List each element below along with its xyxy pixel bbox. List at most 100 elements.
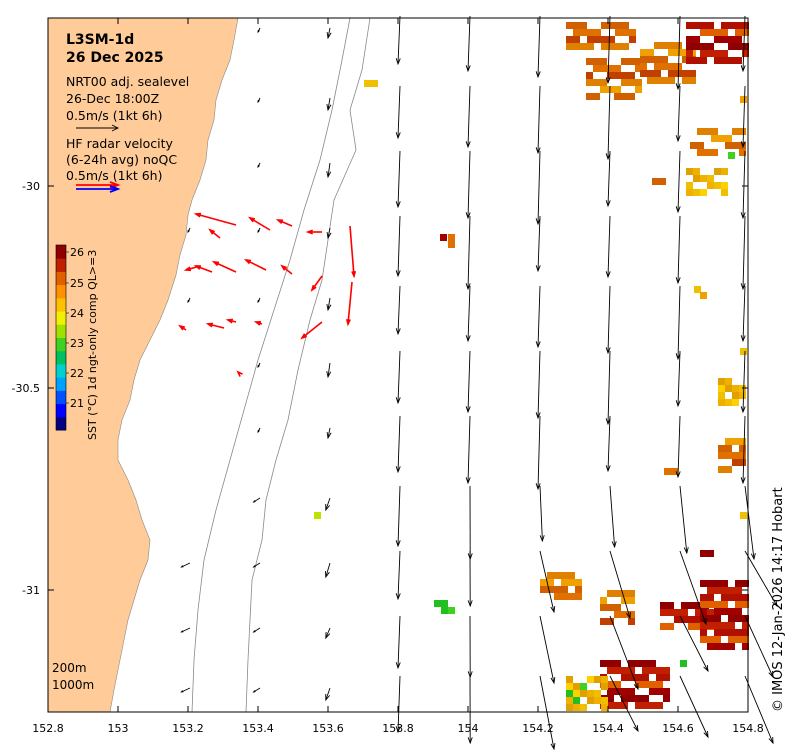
x-tick-label: 153.4 — [242, 722, 274, 735]
model-velocity-arrow — [535, 215, 541, 273]
sst-pixel — [608, 36, 615, 43]
sst-pixel — [693, 57, 700, 64]
sst-pixel — [735, 587, 742, 594]
sst-pixel — [614, 604, 621, 611]
sst-pixel — [561, 579, 568, 586]
sst-pixel — [682, 56, 689, 63]
sst-pixel — [642, 695, 649, 702]
sst-pixel — [607, 590, 614, 597]
sst-pixel — [621, 695, 628, 702]
sst-pixel — [693, 168, 700, 175]
sst-pixel — [668, 70, 675, 77]
sst-pixel — [721, 168, 728, 175]
model-velocity-arrow — [252, 627, 261, 633]
colorbar-segment — [56, 416, 66, 431]
sst-pixel — [700, 615, 707, 622]
sst-pixel — [647, 49, 654, 56]
sst-pixel — [707, 550, 714, 557]
sst-pixel — [628, 93, 635, 100]
sst-pixel — [732, 128, 739, 135]
sst-pixel — [664, 468, 671, 475]
sst-pixel — [721, 587, 728, 594]
model-velocity-arrow — [326, 227, 332, 240]
sst-pixel — [742, 50, 749, 57]
sst-pixel — [686, 43, 693, 50]
x-tick-label: 152.8 — [32, 722, 64, 735]
sst-pixel — [656, 667, 663, 674]
sst-pixel — [700, 594, 707, 601]
sst-pixel — [629, 29, 636, 36]
sst-pixel — [621, 688, 628, 695]
sst-pixel — [600, 604, 607, 611]
sst-pixel — [707, 580, 714, 587]
radar-scale-label: 0.5m/s (1kt 6h) — [66, 168, 162, 183]
model-velocity-arrow — [326, 427, 332, 440]
sst-pixel — [700, 189, 707, 196]
sst-pixel — [568, 593, 575, 600]
model-velocity-arrow — [535, 350, 541, 420]
sst-pixel — [566, 43, 573, 50]
sst-pixel — [566, 22, 573, 29]
model-velocity-arrow — [535, 285, 541, 349]
sst-pixel — [661, 77, 668, 84]
sst-pixel — [628, 695, 635, 702]
sst-pixel — [695, 616, 702, 623]
sst-pixel — [721, 57, 728, 64]
sst-pixel — [661, 56, 668, 63]
sst-pixel — [629, 36, 636, 43]
colorbar-title: SST (°C) 1d ngt-only comp QL>=3 — [86, 250, 99, 440]
sst-pixel — [693, 175, 700, 182]
sst-pixel — [628, 688, 635, 695]
sst-pixel — [600, 597, 607, 604]
model-velocity-arrow — [467, 675, 473, 745]
sst-pixel — [728, 22, 735, 29]
sst-pixel — [742, 601, 749, 608]
model-velocity-arrow — [252, 687, 261, 693]
sst-pixel — [635, 681, 642, 688]
sst-pixel — [728, 43, 735, 50]
sst-pixel — [649, 667, 656, 674]
sst-pixel — [700, 43, 707, 50]
sst-pixel — [725, 135, 732, 142]
sst-pixel — [635, 695, 642, 702]
sst-pixel — [739, 445, 746, 452]
sst-pixel — [682, 77, 689, 84]
sst-pixel — [721, 36, 728, 43]
sst-pixel — [448, 607, 455, 614]
sst-pixel — [697, 149, 704, 156]
sst-pixel — [740, 348, 747, 355]
sst-pixel — [714, 643, 721, 650]
sst-pixel — [728, 587, 735, 594]
colorbar-segment — [56, 377, 66, 391]
model-velocity-arrow — [180, 687, 191, 693]
sst-pixel — [601, 43, 608, 50]
sst-pixel — [721, 580, 728, 587]
sst-pixel — [540, 586, 547, 593]
axis-ticks — [47, 18, 749, 712]
sst-pixel — [659, 178, 666, 185]
colorbar-tick-label: 21 — [70, 397, 84, 410]
sst-pixel — [640, 56, 647, 63]
coastline-land — [47, 17, 239, 713]
sst-pixel — [667, 609, 674, 616]
sst-pixel — [621, 72, 628, 79]
sst-pixel — [725, 452, 732, 459]
model-velocity-arrow — [395, 15, 401, 66]
sst-pixel — [615, 43, 622, 50]
sst-pixel — [635, 86, 642, 93]
sst-pixel — [587, 690, 594, 697]
model-velocity-arrow — [679, 550, 707, 626]
sst-pixel — [686, 50, 693, 57]
sst-pixel — [735, 43, 742, 50]
sst-pixel — [660, 602, 667, 609]
sst-pixel — [728, 594, 735, 601]
sst-pixel — [566, 690, 573, 697]
sst-pixel — [573, 683, 580, 690]
sst-pixel — [707, 50, 714, 57]
sst-pixel — [714, 601, 721, 608]
radar-velocity-arrow — [280, 264, 293, 275]
sst-pixel — [547, 586, 554, 593]
sst-pixel — [661, 42, 668, 49]
sst-pixel — [707, 22, 714, 29]
model-velocity-arrow — [465, 150, 471, 220]
